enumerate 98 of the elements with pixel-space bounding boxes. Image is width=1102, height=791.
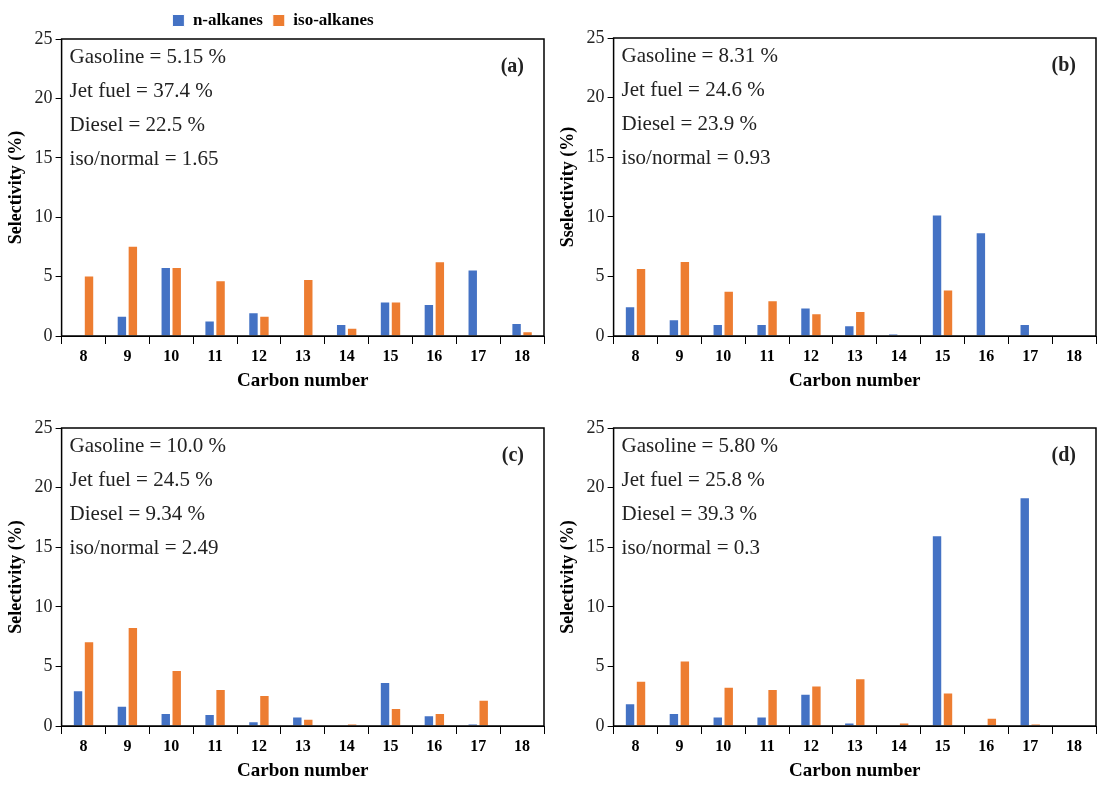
x-tick-label: 12 xyxy=(250,736,267,754)
annotation: Jet fuel = 24.6 % xyxy=(621,77,765,102)
x-tick-label: 17 xyxy=(1022,346,1039,364)
annotation: Jet fuel = 25.8 % xyxy=(621,467,765,492)
annotation: (a) xyxy=(500,54,524,78)
x-tick-label: 17 xyxy=(1022,736,1039,754)
x-tick-label: 8 xyxy=(79,346,88,364)
y-tick-label: 0 xyxy=(43,324,53,345)
y-tick-label: 20 xyxy=(586,86,605,107)
x-tick-label: 11 xyxy=(207,736,223,754)
y-axis-title: Selectivity (%) xyxy=(557,520,579,634)
x-tick-label: 9 xyxy=(123,736,132,754)
legend-label: iso-alkanes xyxy=(293,9,374,29)
x-tick-label: 18 xyxy=(1066,346,1083,364)
x-tick-label: 14 xyxy=(338,736,355,754)
y-axis-title: Selectivity (%) xyxy=(5,130,27,245)
x-tick-label: 10 xyxy=(163,736,180,754)
y-tick-label: 15 xyxy=(586,145,605,166)
x-axis-title: Carbon number xyxy=(237,758,370,780)
y-tick-label: 25 xyxy=(586,26,605,47)
annotation: Diesel = 22.5 % xyxy=(69,112,206,137)
x-tick-label: 17 xyxy=(470,346,487,364)
x-tick-label: 15 xyxy=(934,346,951,364)
x-tick-label: 10 xyxy=(715,346,732,364)
annotation: Diesel = 23.9 % xyxy=(621,111,758,136)
y-tick-label: 5 xyxy=(595,265,605,286)
x-tick-label: 15 xyxy=(382,346,399,364)
y-tick-label: 15 xyxy=(34,535,53,556)
y-tick-label: 5 xyxy=(43,265,53,286)
annotation: Gasoline = 10.0 % xyxy=(69,433,227,458)
y-tick-label: 10 xyxy=(586,205,605,226)
x-tick-label: 14 xyxy=(890,346,907,364)
x-tick-label: 10 xyxy=(163,346,180,364)
x-tick-label: 13 xyxy=(846,736,863,754)
x-tick-label: 16 xyxy=(978,346,995,364)
y-tick-label: 5 xyxy=(43,655,53,676)
annotation: Jet fuel = 24.5 % xyxy=(69,467,213,492)
y-tick-label: 20 xyxy=(34,87,53,108)
x-tick-label: 14 xyxy=(338,346,355,364)
x-tick-label: 9 xyxy=(675,736,684,754)
y-tick-label: 5 xyxy=(595,655,605,676)
y-tick-label: 15 xyxy=(586,535,605,556)
y-tick-label: 25 xyxy=(586,416,605,437)
x-tick-label: 9 xyxy=(123,346,132,364)
x-tick-label: 11 xyxy=(759,736,775,754)
x-tick-label: 8 xyxy=(79,736,88,754)
annotation: iso/normal = 0.93 xyxy=(621,145,771,170)
x-tick-label: 8 xyxy=(631,736,640,754)
x-axis-title: Carbon number xyxy=(789,368,922,390)
y-tick-label: 25 xyxy=(34,416,53,437)
annotation: Gasoline = 5.15 % xyxy=(69,44,227,69)
annotation: (b) xyxy=(1051,53,1076,77)
annotation: iso/normal = 0.3 xyxy=(621,535,761,560)
annotation: iso/normal = 1.65 xyxy=(69,146,219,171)
x-tick-label: 13 xyxy=(294,736,311,754)
x-tick-label: 16 xyxy=(426,346,443,364)
x-tick-label: 15 xyxy=(934,736,951,754)
x-tick-label: 18 xyxy=(514,736,531,754)
y-tick-label: 20 xyxy=(34,476,53,497)
legend-label: n-alkanes xyxy=(192,9,264,29)
x-tick-label: 12 xyxy=(802,346,819,364)
y-tick-label: 10 xyxy=(34,205,53,226)
x-tick-label: 8 xyxy=(631,346,640,364)
y-tick-label: 0 xyxy=(43,714,53,735)
x-tick-label: 14 xyxy=(890,736,907,754)
x-tick-label: 11 xyxy=(207,346,223,364)
x-axis-title: Carbon number xyxy=(237,368,370,390)
x-tick-label: 16 xyxy=(426,736,443,754)
x-axis-title: Carbon number xyxy=(789,758,922,780)
annotation: (d) xyxy=(1051,443,1076,467)
annotation: (c) xyxy=(501,443,524,467)
x-tick-label: 11 xyxy=(759,346,775,364)
x-tick-label: 13 xyxy=(294,346,311,364)
y-tick-label: 20 xyxy=(586,476,605,497)
y-tick-label: 0 xyxy=(595,324,605,345)
x-tick-label: 13 xyxy=(846,346,863,364)
annotation: Jet fuel = 37.4 % xyxy=(69,78,213,103)
y-tick-label: 10 xyxy=(586,595,605,616)
annotation: Gasoline = 5.80 % xyxy=(621,433,779,458)
y-tick-label: 25 xyxy=(34,27,53,48)
x-tick-label: 12 xyxy=(802,736,819,754)
y-tick-label: 15 xyxy=(34,146,53,167)
annotation: Diesel = 39.3 % xyxy=(621,501,758,526)
x-tick-label: 10 xyxy=(715,736,732,754)
y-tick-label: 0 xyxy=(595,714,605,735)
x-tick-label: 12 xyxy=(250,346,267,364)
x-tick-label: 18 xyxy=(514,346,531,364)
y-axis-title: Sselectivity (%) xyxy=(557,126,579,248)
y-axis-title: Selectivity (%) xyxy=(5,520,27,634)
annotation: Gasoline = 8.31 % xyxy=(621,43,779,68)
y-tick-label: 10 xyxy=(34,595,53,616)
x-tick-label: 15 xyxy=(382,736,399,754)
x-tick-label: 18 xyxy=(1066,736,1083,754)
annotation: Diesel = 9.34 % xyxy=(69,501,206,526)
annotation: iso/normal = 2.49 xyxy=(69,535,219,560)
x-tick-label: 9 xyxy=(675,346,684,364)
x-tick-label: 16 xyxy=(978,736,995,754)
x-tick-label: 17 xyxy=(470,736,487,754)
